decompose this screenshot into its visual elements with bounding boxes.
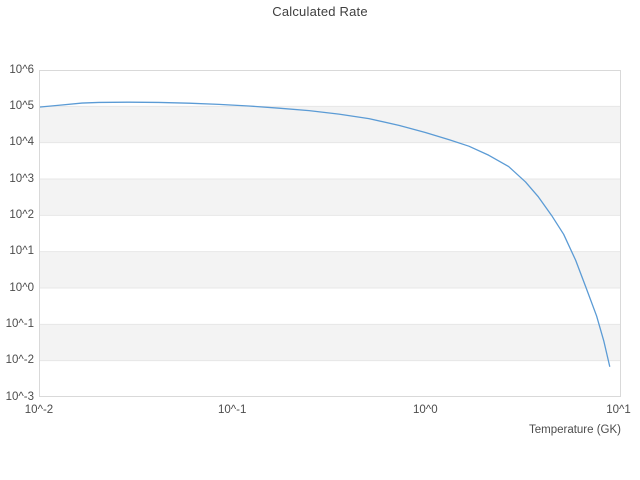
x-tick-label: 10^0 [413,404,438,416]
decade-band [39,179,621,216]
decade-band [39,360,621,397]
plot-area [39,70,621,397]
y-tick-label: 10^1 [9,245,34,258]
chart-title: Calculated Rate [272,4,368,19]
decade-band [39,324,621,361]
x-tick-label: 10^-1 [217,404,247,416]
y-tick-label: 10^4 [9,136,34,149]
decade-band [39,70,621,107]
y-tick-label: 10^3 [9,172,34,185]
decade-band [39,142,621,179]
decade-band [39,215,621,252]
y-tick-label: 10^-3 [5,390,34,403]
decade-band [39,106,621,143]
y-tick-label: 10^6 [9,63,34,76]
y-tick-label: 10^0 [9,281,34,294]
x-tick-label: 10^1 [606,404,631,416]
decade-band [39,251,621,288]
x-axis-title: Temperature (GK) [528,424,621,436]
y-tick-label: 10^-2 [5,354,34,367]
decade-band [39,288,621,325]
rate-line-series [39,101,611,367]
x-tick-label: 10^-2 [24,404,54,416]
y-tick-label: 10^5 [9,99,34,112]
y-tick-label: 10^2 [9,208,34,221]
y-tick-label: 10^-1 [5,317,34,330]
plot-border [39,70,621,397]
